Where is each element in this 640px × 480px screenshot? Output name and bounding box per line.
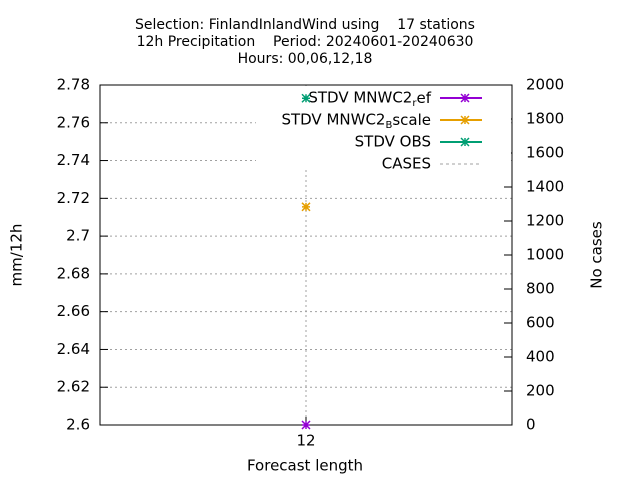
y2-tick-label: 200 (526, 382, 555, 400)
legend-label: STDV MNWC2ref (308, 89, 431, 110)
y2-tick-label: 2000 (526, 76, 564, 94)
legend-label: STDV OBS (355, 133, 431, 151)
legend-background (256, 86, 511, 170)
chart-title: Hours: 00,06,12,18 (238, 51, 373, 67)
legend-marker (460, 115, 470, 125)
y2-tick-label: 1600 (526, 144, 564, 162)
y2-tick-label: 0 (526, 416, 536, 434)
y-tick-label: 2.68 (57, 264, 90, 282)
y-tick-label: 2.62 (57, 378, 90, 396)
y-tick-label: 2.7 (66, 227, 90, 245)
x-axis-label: Forecast length (247, 457, 363, 475)
y-tick-label: 2.6 (66, 416, 90, 434)
point (301, 93, 311, 103)
legend-label: CASES (382, 155, 431, 173)
y-tick-label: 2.64 (57, 340, 90, 358)
point (301, 202, 311, 212)
x-tick-label: 12 (296, 432, 315, 450)
y-tick-label: 2.76 (57, 113, 90, 131)
legend-label: STDV MNWC2Bscale (281, 111, 431, 132)
point (301, 420, 311, 430)
y2-tick-label: 1400 (526, 178, 564, 196)
y-axis-label: mm/12h (8, 224, 26, 287)
y-tick-label: 2.78 (57, 76, 90, 94)
y-tick-label: 2.74 (57, 151, 90, 169)
legend-marker (460, 93, 470, 103)
y2-tick-label: 400 (526, 348, 555, 366)
y2-tick-label: 1800 (526, 110, 564, 128)
y-tick-label: 2.66 (57, 302, 90, 320)
chart-title: 12h Precipitation Period: 20240601-20240… (137, 34, 474, 50)
y2-axis-label: No cases (588, 221, 606, 289)
chart-title: Selection: FinlandInlandWind using 17 st… (135, 17, 475, 33)
legend-marker (460, 137, 470, 147)
y-tick-label: 2.72 (57, 189, 90, 207)
y2-tick-label: 800 (526, 280, 555, 298)
y2-tick-label: 1000 (526, 246, 564, 264)
y2-tick-label: 1200 (526, 212, 564, 230)
y2-tick-label: 600 (526, 314, 555, 332)
